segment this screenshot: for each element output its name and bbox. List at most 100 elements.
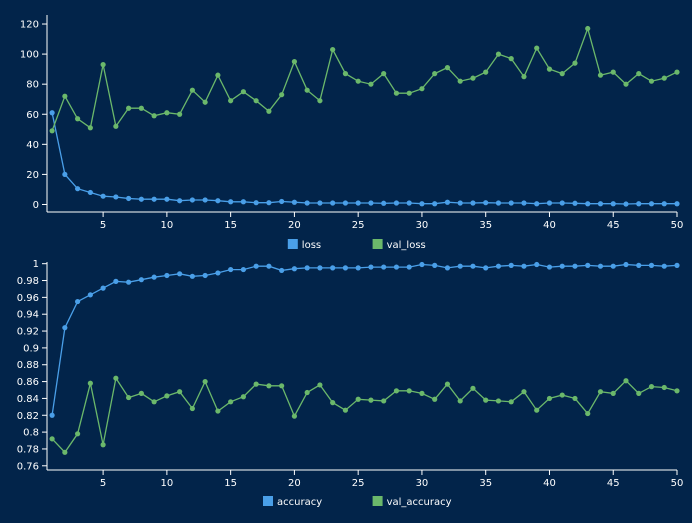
val_loss-point xyxy=(253,98,259,104)
accuracy-point xyxy=(559,263,565,269)
accuracy-point xyxy=(508,262,514,268)
val_loss-point xyxy=(355,78,361,84)
legend-label: loss xyxy=(302,240,321,251)
loss-point xyxy=(87,189,93,196)
y-tick-label: 0 xyxy=(33,200,39,211)
x-tick-label: 5 xyxy=(100,220,106,231)
loss-point xyxy=(661,201,667,207)
accuracy-point xyxy=(406,264,412,270)
x-tick-label: 35 xyxy=(479,478,492,489)
val_accuracy-point xyxy=(240,394,246,400)
val_accuracy-point xyxy=(444,381,451,387)
val_accuracy-point xyxy=(62,449,68,455)
val_accuracy-point xyxy=(623,378,629,384)
val_accuracy-point xyxy=(521,389,527,395)
x-tick-label: 45 xyxy=(607,478,620,489)
legend-swatch xyxy=(263,496,273,506)
val_accuracy-point xyxy=(572,395,578,402)
accuracy-line xyxy=(51,263,678,416)
accuracy-point xyxy=(355,265,361,271)
val_loss-point xyxy=(406,90,412,96)
loss-point xyxy=(62,171,68,178)
loss-point xyxy=(597,201,604,207)
val_loss-point xyxy=(164,110,170,116)
accuracy-point xyxy=(572,263,578,269)
accuracy-point xyxy=(151,274,157,280)
val_loss-point xyxy=(100,62,106,68)
loss-point xyxy=(279,198,285,205)
legend-label: val_accuracy xyxy=(387,497,452,508)
legend-item-loss[interactable]: loss xyxy=(287,239,321,251)
val_loss-point xyxy=(559,71,565,77)
val_accuracy-point xyxy=(138,390,144,396)
val_loss-point xyxy=(419,86,425,92)
x-tick-label: 40 xyxy=(543,220,556,231)
accuracy-point xyxy=(189,273,195,279)
legend-item-val_accuracy[interactable]: val_accuracy xyxy=(372,496,452,508)
loss-point xyxy=(674,201,680,207)
val_loss-point xyxy=(177,111,183,117)
loss-point xyxy=(419,201,425,207)
loss-point xyxy=(572,200,578,206)
val_loss-point xyxy=(661,75,667,81)
loss-point xyxy=(317,200,323,206)
x-tick-label: 5 xyxy=(100,478,106,489)
accuracy-point xyxy=(87,292,93,298)
val_accuracy-point xyxy=(610,390,616,396)
val_loss-point xyxy=(470,75,476,81)
accuracy-point xyxy=(610,263,616,269)
x-tick-label: 30 xyxy=(416,220,429,231)
accuracy-point xyxy=(648,262,655,268)
val_accuracy-point xyxy=(381,398,387,404)
accuracy-point xyxy=(240,266,246,273)
val_accuracy-point xyxy=(648,384,655,390)
val_accuracy-point xyxy=(406,388,412,394)
val_loss-point xyxy=(291,59,298,65)
loss-point xyxy=(291,199,298,205)
y-tick-label: 0.88 xyxy=(17,360,39,371)
loss-point xyxy=(138,196,144,202)
x-tick-label: 15 xyxy=(224,220,237,231)
val_loss-point xyxy=(648,78,655,84)
legend-swatch xyxy=(372,239,383,249)
val_loss-point xyxy=(393,90,400,96)
accuracy-point xyxy=(381,264,387,270)
accuracy-point xyxy=(597,263,604,269)
accuracy-point xyxy=(215,270,221,276)
y-tick-label: 0.82 xyxy=(17,411,39,422)
loss-point xyxy=(508,200,514,206)
val_loss-point xyxy=(368,81,374,87)
legend-item-val_loss[interactable]: val_loss xyxy=(372,239,426,251)
val_accuracy-point xyxy=(483,397,489,403)
x-tick-label: 40 xyxy=(543,478,556,489)
val_accuracy-point xyxy=(432,396,438,402)
y-tick-label: 0.94 xyxy=(17,310,39,321)
val_loss-point xyxy=(215,72,221,78)
accuracy-point xyxy=(62,325,68,331)
x-tick-label: 15 xyxy=(224,478,237,489)
loss-point xyxy=(393,200,400,206)
accuracy-point xyxy=(534,261,540,268)
val_loss-point xyxy=(457,78,463,84)
loss-point xyxy=(648,201,655,207)
val_accuracy-point xyxy=(304,389,310,396)
x-tick-label: 10 xyxy=(161,478,174,489)
val_accuracy-point xyxy=(75,431,81,437)
loss-point xyxy=(623,201,629,207)
val_accuracy-point xyxy=(113,375,119,381)
y-tick-label: 100 xyxy=(20,50,39,61)
legend-item-accuracy[interactable]: accuracy xyxy=(263,496,322,508)
loss-point xyxy=(100,193,106,199)
val_loss-point xyxy=(534,45,540,51)
val_loss-point xyxy=(432,71,438,77)
loss-point xyxy=(228,199,234,205)
accuracy-point xyxy=(253,263,259,269)
loss-point xyxy=(189,197,195,203)
loss-point xyxy=(495,200,502,206)
x-tick-label: 35 xyxy=(479,220,492,231)
val_accuracy-point xyxy=(419,390,425,396)
loss-point xyxy=(546,200,553,206)
x-tick-label: 20 xyxy=(288,220,301,231)
loss-point xyxy=(240,199,246,205)
val_accuracy-point xyxy=(164,393,170,399)
